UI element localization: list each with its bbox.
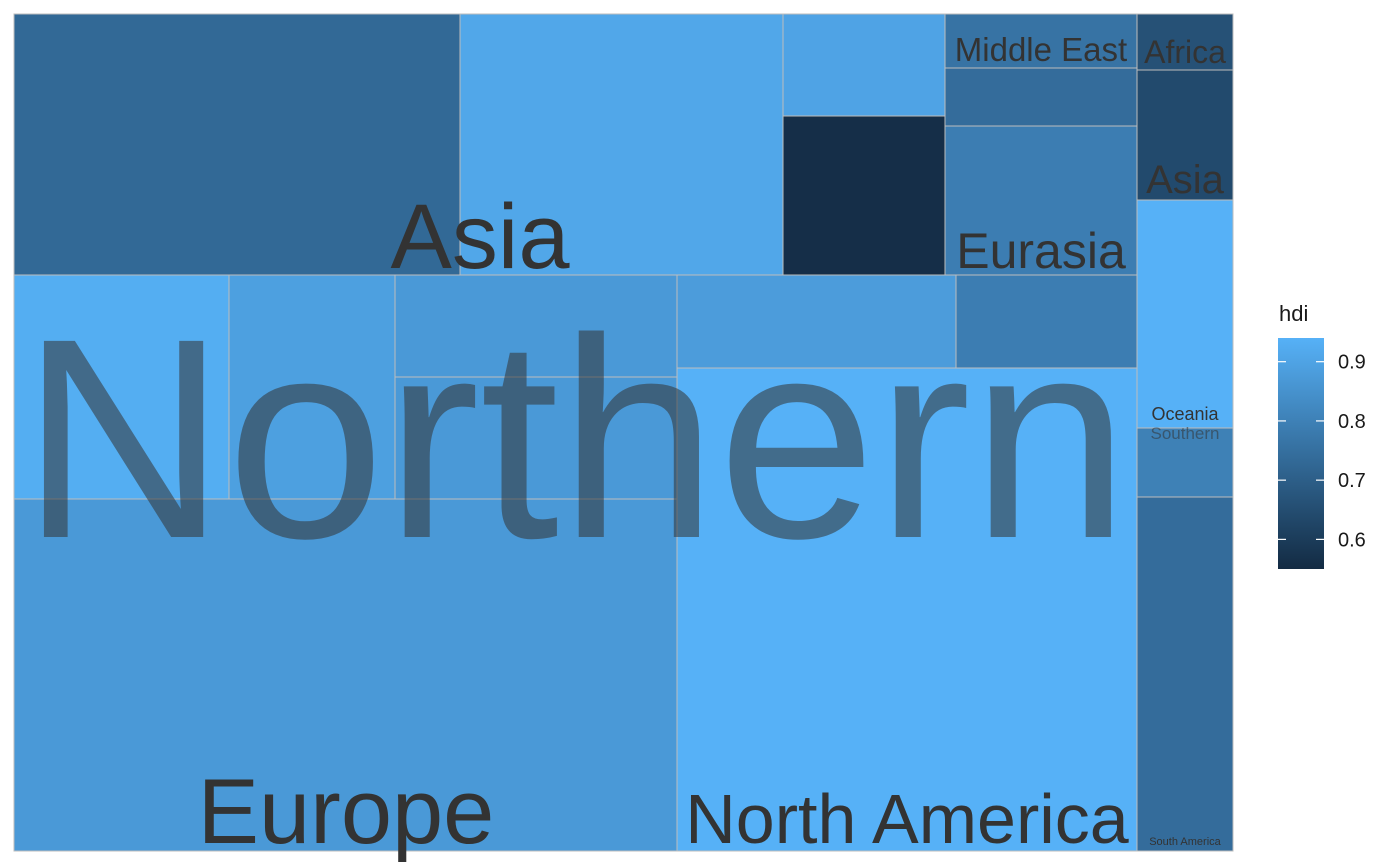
treemap-tile [782,115,946,276]
region-label: South America [1149,836,1221,848]
region-label: Asia [391,186,571,288]
treemap-tile [13,13,461,276]
treemap-tile [13,498,678,852]
treemap-tile [394,274,678,378]
region-label: Asia [1146,158,1225,202]
treemap-tile [1136,427,1234,498]
hemisphere-label: Southern [1151,424,1220,443]
treemap-tile [782,13,946,117]
legend-colorbar [1278,338,1324,569]
treemap-tile [1136,199,1234,429]
legend-tick-label: 0.9 [1338,352,1366,374]
treemap-tile [676,274,957,369]
treemap-tile [13,274,230,500]
treemap-tile [394,376,678,500]
legend-tick-label: 0.7 [1338,470,1366,492]
treemap-tiles [13,13,1234,852]
legend-tick-label: 0.6 [1338,529,1366,551]
region-label: Europe [198,761,495,863]
region-label: Oceania [1151,404,1219,424]
treemap-tile [676,367,1138,852]
treemap-tile [944,125,1138,276]
treemap-tile [944,13,1138,69]
treemap-tile [944,67,1138,127]
treemap-tile [955,274,1138,369]
region-label: Middle East [955,31,1127,68]
treemap-tile [1136,496,1234,852]
region-label: North America [685,780,1129,858]
treemap-tile [1136,13,1234,71]
region-label: Africa [1144,34,1226,70]
legend-tick-label: 0.8 [1338,411,1366,433]
region-label: Eurasia [956,223,1126,279]
hemisphere-labels: Northern Southern [21,280,1220,598]
legend-title: hdi [1279,301,1308,326]
color-legend: hdi 0.9 0.8 0.7 0.6 [1278,301,1366,569]
treemap-tile [459,13,784,276]
legend-ticks: 0.9 0.8 0.7 0.6 [1278,352,1366,551]
hemisphere-label: Northern [21,280,1130,598]
region-labels: Asia Middle East Africa Asia Eurasia Europe No… [198,31,1226,863]
